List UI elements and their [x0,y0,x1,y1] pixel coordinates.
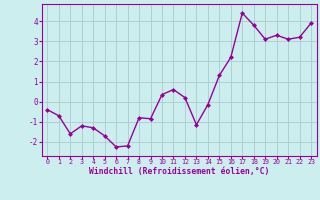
X-axis label: Windchill (Refroidissement éolien,°C): Windchill (Refroidissement éolien,°C) [89,167,269,176]
